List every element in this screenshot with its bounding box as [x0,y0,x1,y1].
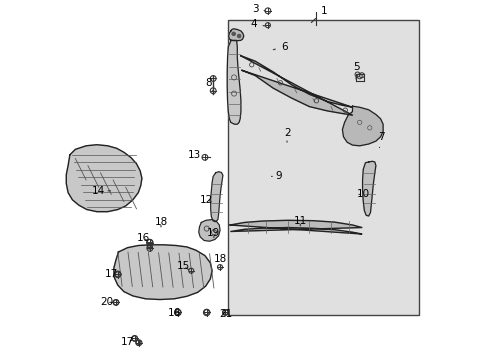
Text: 15: 15 [176,261,189,271]
Text: 4: 4 [250,19,265,30]
Polygon shape [228,29,244,41]
Polygon shape [241,56,352,115]
Text: 21: 21 [218,309,232,319]
Text: 17: 17 [121,337,134,347]
Polygon shape [227,40,241,124]
Polygon shape [199,220,220,241]
Text: 16: 16 [136,233,149,243]
Text: 18: 18 [213,254,226,267]
Text: 11: 11 [293,216,306,226]
Text: 13: 13 [187,150,203,160]
Text: 20: 20 [100,297,113,307]
Text: 5: 5 [352,62,359,79]
Polygon shape [230,220,361,234]
Polygon shape [210,172,223,222]
Polygon shape [342,106,382,146]
Polygon shape [114,245,212,300]
Text: 2: 2 [284,128,290,142]
Text: 3: 3 [251,4,265,14]
Text: 6: 6 [273,42,287,52]
Text: 16: 16 [167,308,181,318]
Text: 10: 10 [356,189,369,199]
Text: 14: 14 [92,186,110,196]
Text: 12: 12 [200,195,213,205]
Text: 9: 9 [271,171,281,181]
Text: 19: 19 [207,228,220,238]
Circle shape [237,34,241,38]
Bar [228,20,418,315]
Text: 8: 8 [205,78,213,92]
Text: 7: 7 [377,132,384,148]
Polygon shape [362,161,375,216]
Text: 1: 1 [311,6,326,23]
Text: 17: 17 [104,269,118,279]
Text: 18: 18 [154,217,167,228]
Circle shape [231,32,235,36]
Polygon shape [66,145,142,212]
